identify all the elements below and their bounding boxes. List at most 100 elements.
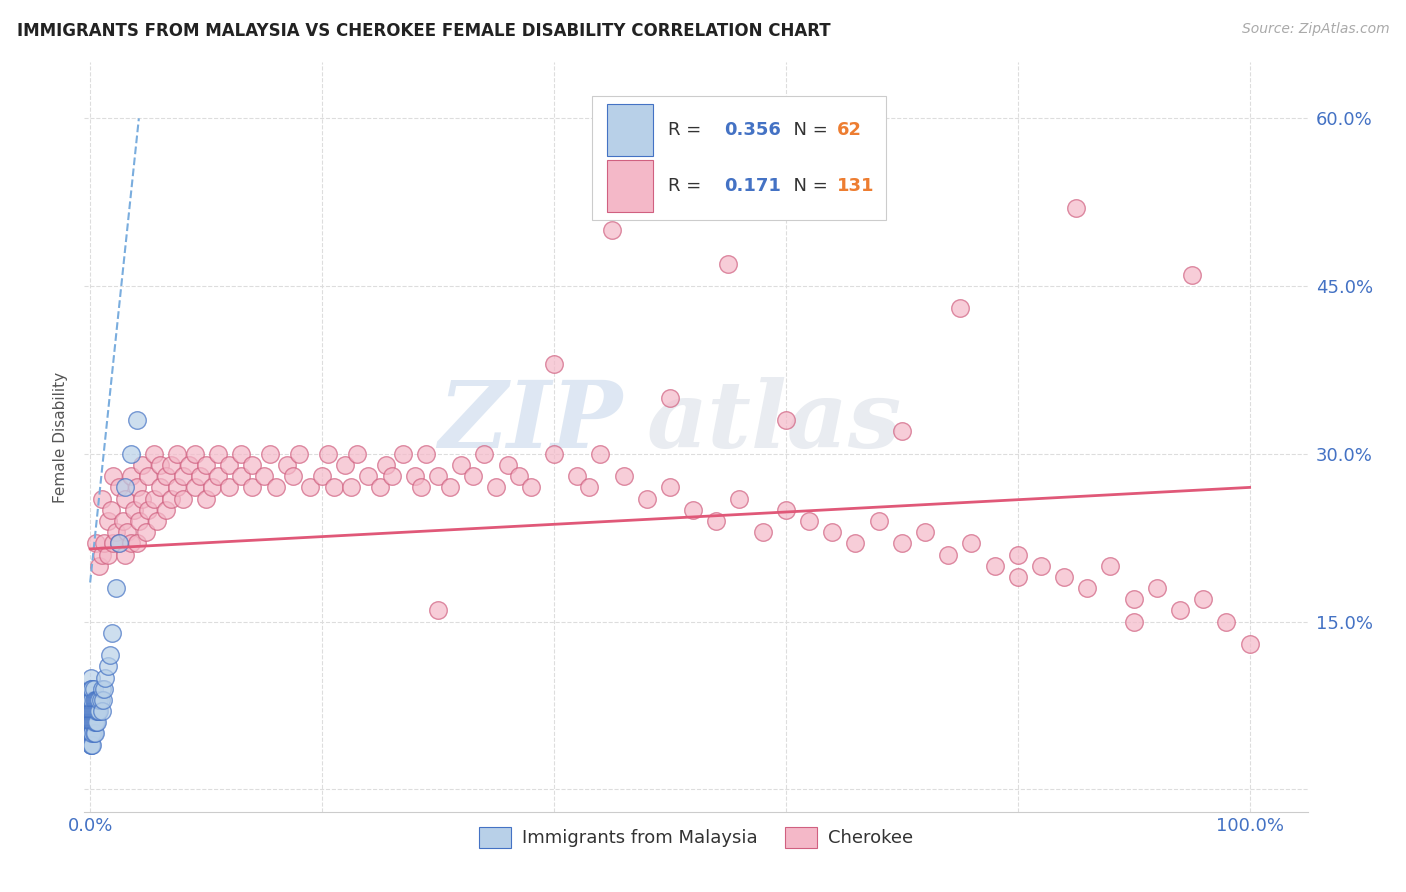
- Point: [142, 447, 165, 461]
- Point: [120, 536, 142, 550]
- Point: [322, 480, 344, 494]
- Point: [80, 738, 103, 752]
- Y-axis label: Female Disability: Female Disability: [53, 371, 69, 503]
- Point: [1007, 548, 1029, 562]
- Point: [242, 458, 264, 472]
- Point: [600, 223, 623, 237]
- Point: [415, 447, 437, 461]
- Point: [276, 458, 298, 472]
- Point: [1168, 603, 1191, 617]
- Point: [87, 693, 110, 707]
- Point: [90, 681, 112, 696]
- Point: [207, 447, 229, 461]
- Point: [149, 480, 172, 494]
- Point: [1076, 581, 1098, 595]
- Point: [108, 480, 131, 494]
- Text: 62: 62: [837, 121, 862, 139]
- Point: [281, 469, 304, 483]
- Text: 0.171: 0.171: [724, 178, 780, 195]
- Point: [91, 693, 114, 707]
- Point: [122, 502, 145, 516]
- Point: [242, 480, 264, 494]
- Point: [229, 469, 252, 483]
- Point: [346, 447, 368, 461]
- Point: [131, 491, 153, 506]
- Point: [890, 425, 912, 439]
- Point: [96, 514, 118, 528]
- Point: [832, 189, 855, 203]
- Point: [108, 536, 131, 550]
- Point: [207, 469, 229, 483]
- Point: [131, 458, 153, 472]
- Point: [658, 391, 681, 405]
- Point: [172, 469, 194, 483]
- Point: [125, 413, 148, 427]
- Point: [357, 469, 380, 483]
- Point: [114, 480, 136, 494]
- Point: [949, 301, 972, 316]
- Point: [136, 502, 159, 516]
- Point: [104, 525, 127, 540]
- Point: [80, 715, 103, 730]
- Point: [103, 536, 125, 550]
- Point: [80, 693, 103, 707]
- Point: [114, 491, 136, 506]
- Point: [89, 693, 111, 707]
- Point: [89, 704, 111, 718]
- Point: [218, 480, 240, 494]
- Point: [914, 525, 936, 540]
- Point: [508, 469, 530, 483]
- Point: [82, 738, 104, 752]
- Point: [797, 514, 820, 528]
- Point: [565, 469, 588, 483]
- Point: [427, 603, 450, 617]
- Point: [80, 693, 103, 707]
- Point: [427, 469, 450, 483]
- Point: [80, 715, 103, 730]
- Point: [1122, 592, 1144, 607]
- Point: [253, 469, 276, 483]
- Point: [80, 704, 103, 718]
- Point: [103, 469, 125, 483]
- Point: [90, 704, 112, 718]
- Point: [450, 458, 472, 472]
- Point: [83, 715, 105, 730]
- Point: [1239, 637, 1261, 651]
- Point: [188, 469, 211, 483]
- Point: [82, 693, 104, 707]
- Point: [82, 715, 104, 730]
- Point: [80, 715, 103, 730]
- Point: [136, 469, 159, 483]
- FancyBboxPatch shape: [606, 103, 654, 156]
- Point: [612, 469, 634, 483]
- Point: [543, 447, 565, 461]
- Point: [90, 693, 112, 707]
- Point: [409, 480, 432, 494]
- Point: [311, 469, 333, 483]
- Point: [80, 738, 103, 752]
- Point: [125, 480, 148, 494]
- Point: [128, 514, 150, 528]
- Point: [90, 548, 112, 562]
- Point: [195, 458, 218, 472]
- Point: [264, 480, 287, 494]
- Point: [172, 491, 194, 506]
- Text: N =: N =: [782, 121, 834, 139]
- Point: [146, 514, 169, 528]
- Point: [229, 447, 252, 461]
- Text: atlas: atlas: [647, 377, 903, 467]
- Text: Source: ZipAtlas.com: Source: ZipAtlas.com: [1241, 22, 1389, 37]
- Point: [589, 447, 612, 461]
- Point: [751, 525, 773, 540]
- Point: [114, 548, 136, 562]
- Text: R =: R =: [668, 121, 707, 139]
- Point: [775, 413, 797, 427]
- Point: [183, 480, 205, 494]
- Point: [83, 726, 105, 740]
- Point: [82, 681, 104, 696]
- Point: [80, 704, 103, 718]
- Point: [80, 681, 103, 696]
- Point: [80, 726, 103, 740]
- Point: [117, 525, 139, 540]
- Point: [120, 469, 142, 483]
